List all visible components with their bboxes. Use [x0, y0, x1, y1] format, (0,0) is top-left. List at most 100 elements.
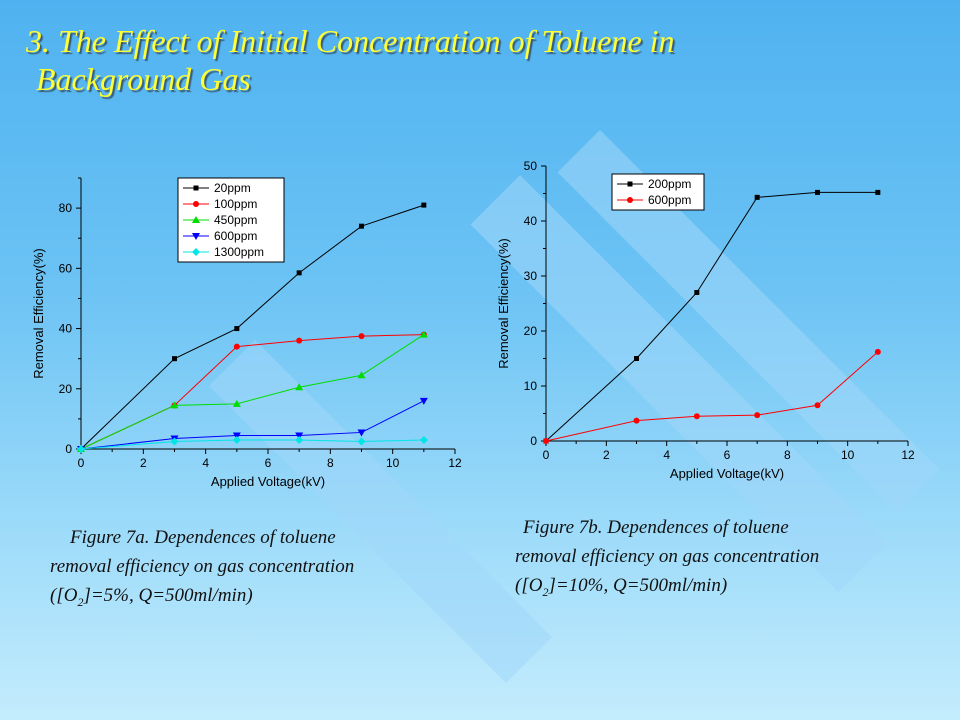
legend-label: 100ppm	[214, 197, 257, 211]
x-tick-label: 2	[140, 456, 147, 470]
chart-figure-7b: 0 2 4 6 8 10 12 0 10 20 30 40 50 Applied Voltage(kV) R…	[496, 159, 915, 481]
caption-7b-line-3-post: ]=10%, Q=500ml/min)	[548, 575, 728, 596]
legend-label: 600ppm	[648, 193, 691, 207]
legend-marker	[193, 201, 199, 207]
data-point	[875, 189, 881, 195]
data-point	[815, 189, 820, 195]
y-tick-label: 10	[524, 379, 538, 393]
data-point	[232, 399, 241, 407]
data-point	[814, 402, 821, 409]
y-tick-label: 20	[59, 382, 73, 396]
data-point	[419, 397, 428, 405]
x-tick-label: 12	[901, 448, 915, 462]
series-line	[80, 439, 424, 450]
data-point	[634, 356, 639, 361]
series-line	[80, 334, 425, 450]
data-point	[295, 435, 304, 444]
caption-7a-line-3-post: ]=5%, Q=500ml/min)	[83, 585, 253, 606]
slide-title-line-2: Background Gas	[36, 61, 251, 97]
data-point	[295, 383, 304, 391]
data-point	[170, 437, 179, 446]
caption-7b-line-1: Figure 7b. Dependences of toluene	[523, 517, 789, 538]
data-point	[693, 413, 700, 420]
slide-title-line-1: 3. The Effect of Initial Concentration o…	[26, 23, 675, 59]
data-point	[357, 371, 366, 379]
data-point	[754, 412, 761, 419]
legend-marker	[193, 185, 199, 191]
data-point	[232, 432, 241, 440]
data-point	[357, 429, 366, 437]
data-point	[232, 435, 241, 444]
slide-title: 3. The Effect of Initial Concentration o…	[26, 22, 675, 98]
legend-label: 450ppm	[214, 213, 257, 227]
y-tick-label: 40	[59, 322, 73, 336]
legend-label: 600ppm	[214, 229, 257, 243]
x-tick-label: 12	[448, 456, 462, 470]
y-tick-label: 50	[524, 159, 538, 173]
legend-label: 20ppm	[214, 181, 251, 195]
data-point	[233, 343, 240, 350]
x-tick-label: 10	[841, 448, 855, 462]
legend-marker	[192, 248, 200, 256]
series-line	[80, 400, 425, 450]
legend-label: 200ppm	[648, 177, 691, 191]
data-point	[874, 348, 881, 355]
data-point	[172, 356, 177, 362]
legend-marker	[192, 216, 200, 223]
caption-figure-7b: Figure 7b. Dependences of toluene remova…	[515, 513, 819, 607]
x-tick-label: 8	[784, 448, 791, 462]
x-tick-label: 6	[724, 448, 731, 462]
chart-figure-7a: 0 2 4 6 8 10 12 0 20 40 60 80 Applied Voltage(kV) Rem…	[31, 177, 462, 489]
data-point	[358, 333, 365, 340]
data-point	[77, 445, 85, 453]
x-tick-label: 2	[603, 448, 610, 462]
y-tick-label: 20	[524, 324, 538, 338]
y-tick-label: 0	[65, 442, 72, 456]
data-point	[170, 401, 179, 409]
data-point	[296, 270, 302, 276]
y-tick-label: 60	[59, 261, 73, 275]
y-tick-label: 40	[524, 214, 538, 228]
legend-box	[611, 173, 705, 211]
data-point	[543, 438, 549, 444]
caption-7a-line-1: Figure 7a. Dependences of toluene	[70, 527, 336, 548]
y-tick-label: 80	[59, 201, 73, 215]
caption-7b-line-3-pre: ([O	[515, 575, 543, 596]
caption-7b-subscript: 2	[542, 584, 549, 599]
x-tick-label: 0	[78, 456, 85, 470]
data-point	[359, 223, 364, 229]
caption-7a-line-2: removal efficiency on gas concentration	[50, 556, 355, 577]
caption-figure-7a: Figure 7a. Dependences of toluene remova…	[50, 523, 354, 617]
x-tick-label: 10	[386, 456, 400, 470]
data-point	[694, 290, 700, 295]
series-line	[545, 191, 878, 442]
x-tick-label: 6	[265, 456, 272, 470]
data-point	[633, 417, 640, 424]
data-point	[754, 194, 760, 200]
data-point	[419, 330, 428, 338]
y-tick-label: 30	[524, 269, 538, 283]
series-line	[80, 334, 424, 450]
legend-marker	[627, 197, 633, 203]
caption-7a-line-3-pre: ([O	[50, 585, 78, 606]
x-tick-label: 0	[543, 448, 550, 462]
data-point	[357, 437, 366, 446]
y-axis-title: Removal Efficiency(%)	[31, 248, 46, 379]
x-tick-label: 4	[202, 456, 209, 470]
data-point	[421, 202, 427, 208]
x-tick-label: 4	[663, 448, 670, 462]
y-axis-title: Removal Efficiency(%)	[496, 238, 511, 369]
caption-7b-line-2: removal efficiency on gas concentration	[515, 546, 820, 567]
legend-label: 1300ppm	[214, 245, 264, 259]
data-point	[419, 435, 428, 444]
x-tick-label: 8	[327, 456, 334, 470]
data-point	[296, 337, 303, 344]
data-point	[234, 326, 240, 332]
legend-marker	[627, 181, 633, 187]
y-tick-label: 0	[530, 434, 537, 448]
data-point	[295, 432, 304, 440]
x-axis-title: Applied Voltage(kV)	[670, 466, 784, 481]
series-line	[545, 351, 879, 442]
caption-7a-subscript: 2	[77, 594, 84, 609]
series-line	[80, 204, 424, 450]
